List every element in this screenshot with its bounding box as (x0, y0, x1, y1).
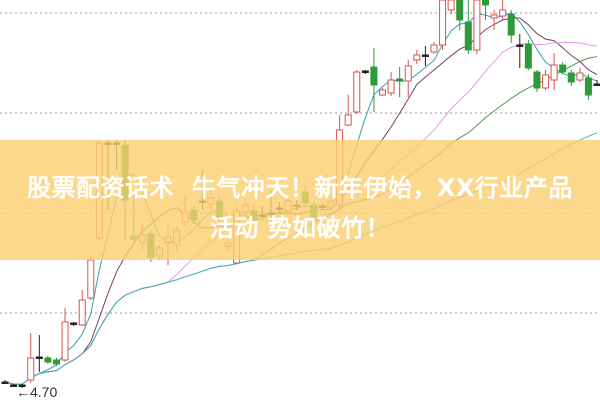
low-arrow: ← (16, 384, 30, 400)
candle-body (576, 72, 584, 81)
candle-body (550, 64, 558, 81)
candle-body (361, 70, 369, 73)
candle-body (18, 384, 26, 387)
candle-body (439, 0, 447, 46)
candle-body (533, 71, 541, 89)
candle-body (10, 384, 18, 387)
candle-body (27, 357, 35, 381)
headline-line-2: 活动 势如破竹！ (209, 214, 391, 242)
candle-body (52, 359, 60, 365)
candle-body (70, 322, 78, 325)
candle-body (370, 66, 378, 86)
candle-body (473, 0, 481, 51)
headline-banner: 股票配资话术 牛气冲天！新年伊始，XX行业产品 活动 势如破竹！ (0, 140, 600, 260)
candle-body (499, 9, 507, 17)
candle-body (35, 356, 43, 359)
candle-body (456, 0, 464, 21)
candle-body (87, 259, 95, 299)
candle-body (421, 54, 429, 57)
candle-body (481, 0, 489, 6)
candle-body (559, 64, 567, 73)
candle-body (447, 0, 455, 11)
candle-body (542, 74, 550, 89)
candle-body (78, 299, 86, 326)
candle-body (353, 71, 361, 113)
low-value: 4.70 (30, 384, 58, 400)
candle-body (44, 357, 52, 363)
candle-body (387, 79, 395, 94)
candle-body (61, 321, 69, 361)
candle-body (396, 78, 404, 82)
candle-body (593, 83, 600, 86)
candle-body (430, 44, 438, 53)
candle-body (1, 381, 9, 384)
candle-body (344, 114, 352, 126)
candle-body (567, 72, 575, 83)
candle-body (584, 77, 592, 96)
candle-body (404, 65, 412, 82)
candle-body (516, 44, 524, 47)
candle-body (413, 54, 421, 61)
candle-body (490, 14, 498, 19)
candle-body (524, 43, 532, 69)
candle-body (464, 21, 472, 51)
candle-body (379, 89, 387, 96)
headline-line-1: 股票配资话术 牛气冲天！新年伊始，XX行业产品 (27, 174, 573, 202)
candle-body (507, 13, 515, 36)
low-price-label: ←4.70 (16, 384, 57, 400)
